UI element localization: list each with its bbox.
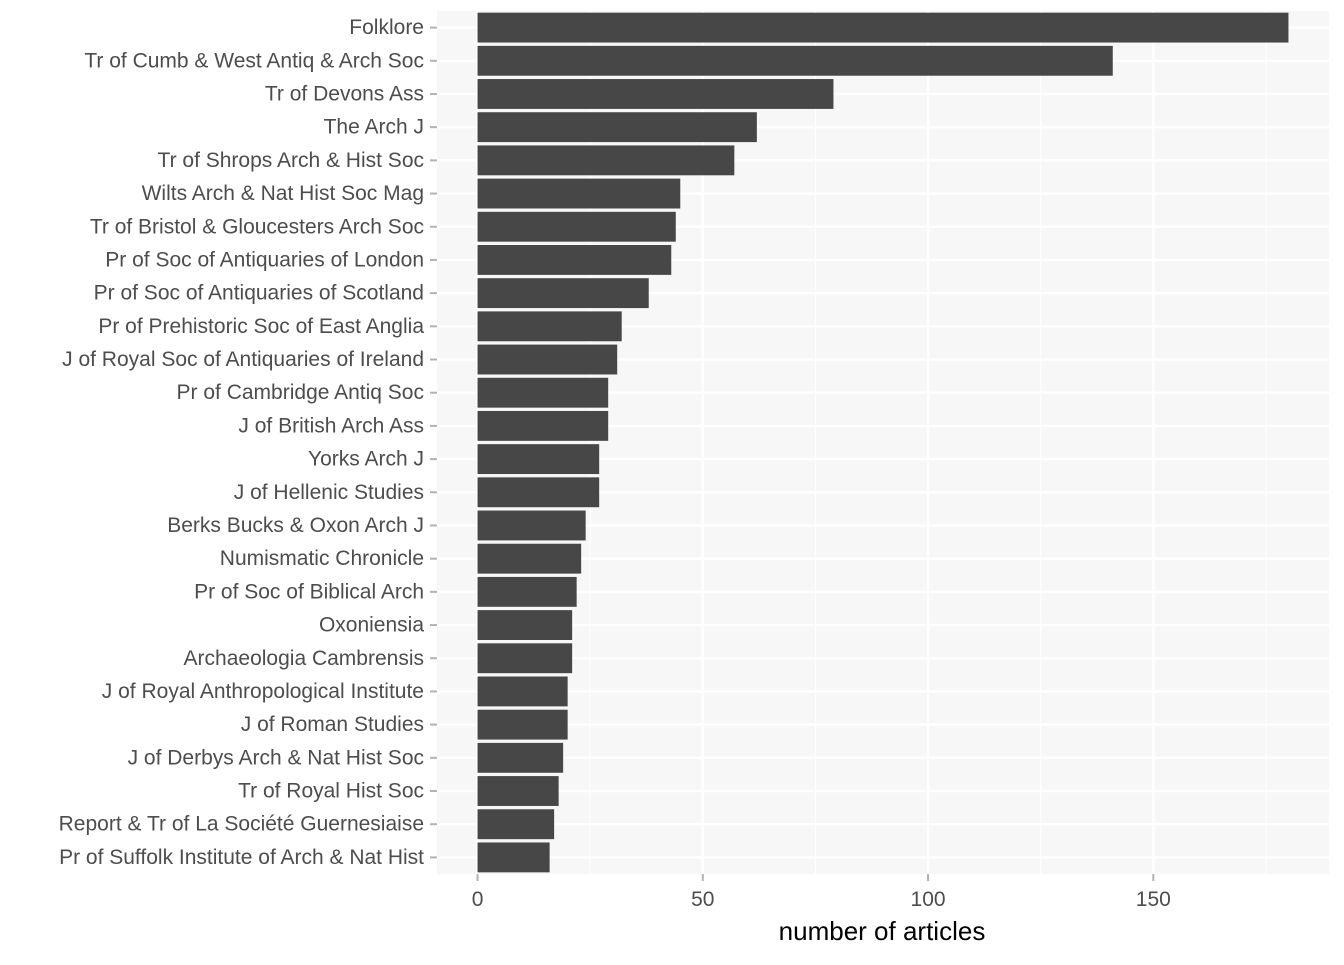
y-tick-label: Tr of Shrops Arch & Hist Soc [158,149,424,172]
bar [477,178,681,209]
y-tick-label: Tr of Bristol & Gloucesters Arch Soc [90,215,424,238]
bar [477,344,618,375]
x-tick-label: 0 [472,888,484,911]
bar [477,776,559,806]
bar [477,742,564,773]
y-tick-label: Yorks Arch J [308,448,424,471]
bar [477,410,609,441]
y-tick-label: J of Hellenic Studies [234,481,424,504]
y-axis: Folklore Tr of Cumb & West Antiq & Arch S… [59,16,437,869]
bar [477,510,586,541]
y-tick-label: Archaeologia Cambrensis [184,647,424,670]
y-tick-label: Pr of Soc of Antiquaries of London [105,248,424,271]
y-tick-label: Pr of Soc of Biblical Arch [194,580,424,603]
bars [477,12,1289,873]
bar [477,79,834,109]
y-tick-label: Wilts Arch & Nat Hist Soc Mag [142,182,424,205]
bar [477,477,600,508]
x-tick-label: 100 [911,888,946,911]
bar [477,311,622,342]
y-tick-label: Berks Bucks & Oxon Arch J [167,514,424,537]
bar [477,610,573,640]
y-tick-label: Numismatic Chronicle [220,547,424,570]
x-axis-title: number of articles [779,916,986,946]
bar [477,709,568,740]
bar [477,809,555,840]
bar [477,643,573,674]
x-tick-label: 150 [1136,888,1171,911]
x-tick-label: 50 [691,888,714,911]
y-tick-label: J of Roman Studies [241,713,424,736]
y-tick-label: Tr of Cumb & West Antiq & Arch Soc [84,49,424,72]
bar [477,676,568,707]
bar [477,377,609,408]
y-tick-label: Oxoniensia [319,614,424,637]
y-tick-label: Pr of Soc of Antiquaries of Scotland [94,282,424,305]
bar [477,211,676,242]
bar [477,842,550,873]
bar [477,576,577,607]
y-tick-label: J of Derbys Arch & Nat Hist Soc [128,746,424,769]
y-tick-label: Tr of Devons Ass [265,82,424,105]
bar [477,245,672,275]
bar [477,112,757,143]
y-tick-label: Tr of Royal Hist Soc [238,780,424,803]
y-tick-label: Pr of Cambridge Antiq Soc [177,381,424,404]
bar [477,145,735,176]
y-tick-label: Pr of Prehistoric Soc of East Anglia [98,315,424,338]
bar [477,45,1113,76]
y-tick-label: J of Royal Anthropological Institute [102,680,424,703]
bar [477,12,1289,43]
y-tick-label: The Arch J [324,116,424,139]
y-tick-label: J of Royal Soc of Antiquaries of Ireland [62,348,424,371]
x-axis: 0 50 100 150 [472,874,1171,911]
bar [477,278,649,309]
y-tick-label: J of British Arch Ass [238,414,424,437]
y-tick-label: Pr of Suffolk Institute of Arch & Nat Hi… [59,846,424,869]
y-tick-label: Report & Tr of La Société Guernesiaise [59,813,424,836]
bar [477,543,582,574]
bar [477,444,600,475]
y-tick-label: Folklore [349,16,424,39]
